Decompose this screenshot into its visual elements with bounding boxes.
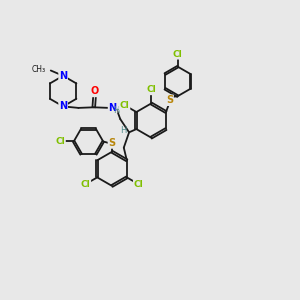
- Text: Cl: Cl: [173, 50, 183, 59]
- Text: Cl: Cl: [120, 101, 130, 110]
- Text: N: N: [109, 103, 117, 112]
- Text: Cl: Cl: [81, 180, 90, 189]
- Text: S: S: [109, 138, 116, 148]
- Text: Cl: Cl: [146, 85, 156, 94]
- Text: N: N: [59, 101, 67, 111]
- Text: H: H: [113, 106, 120, 115]
- Text: N: N: [59, 71, 67, 81]
- Text: Cl: Cl: [55, 137, 65, 146]
- Text: CH₃: CH₃: [31, 65, 46, 74]
- Text: S: S: [166, 95, 173, 105]
- Text: H: H: [120, 126, 126, 135]
- Text: Cl: Cl: [134, 180, 143, 189]
- Text: O: O: [91, 86, 99, 96]
